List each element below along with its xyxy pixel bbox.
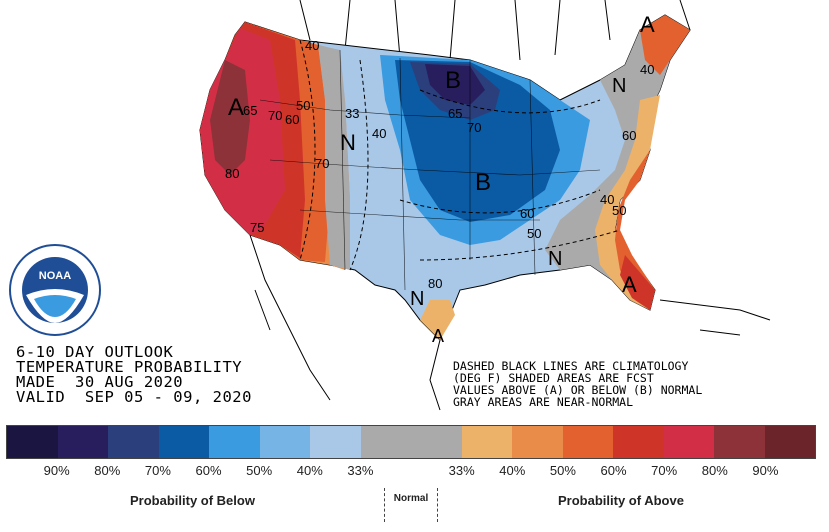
contour-label: 40 — [372, 126, 386, 141]
legend-tick-label: 80% — [701, 463, 728, 478]
contour-label: 40 — [600, 192, 614, 207]
legend-tick-label: 33% — [448, 463, 475, 478]
legend-tick-label: 50% — [549, 463, 576, 478]
label-A-ne: A — [640, 12, 655, 37]
legend-swatch — [562, 426, 613, 458]
legend-tick-label: 80% — [94, 463, 121, 478]
contour-label: 50 — [296, 98, 310, 113]
legend-swatch — [310, 426, 361, 458]
outlook-line-2: TEMPERATURE PROBABILITY — [16, 358, 243, 376]
legend-swatch — [158, 426, 209, 458]
contour-label: 33 — [345, 106, 359, 121]
legend-swatch — [613, 426, 664, 458]
legend-note: DASHED BLACK LINES ARE CLIMATOLOGY (DEG F… — [453, 360, 702, 408]
legend-swatch — [714, 426, 765, 458]
legend-swatch — [57, 426, 108, 458]
normal-caption: Normal — [384, 488, 438, 522]
outlook-line-4: VALID SEP 05 - 09, 2020 — [16, 388, 252, 406]
label-A-se: A — [622, 272, 637, 297]
outlook-title-block: 6-10 DAY OUTLOOK TEMPERATURE PROBABILITY M… — [16, 343, 252, 406]
legend-ticks: 90% 80% 70% 60% 50% 40% 33% 33% 40% 50% 60% 70% 80% 9… — [6, 463, 816, 479]
legend-note-line-2: (DEG F) SHADED AREAS ARE FCST — [453, 371, 654, 385]
label-A-tx: A — [432, 326, 444, 346]
contour-label: 80 — [428, 276, 442, 291]
contour-label: 40 — [305, 38, 319, 53]
legend-color-bar — [6, 425, 816, 459]
legend-swatch — [461, 426, 512, 458]
legend-tick-label: 33% — [347, 463, 374, 478]
legend-swatch — [764, 426, 815, 458]
contour-label: 65 — [243, 103, 257, 118]
outlook-line-3: MADE 30 AUG 2020 — [16, 373, 184, 391]
label-B-north: B — [445, 67, 461, 94]
legend-swatch — [512, 426, 563, 458]
label-N-mountain: N — [340, 130, 356, 155]
legend-tick-label: 70% — [651, 463, 678, 478]
contour-label: 65 — [448, 106, 462, 121]
contour-label: 50 — [527, 226, 541, 241]
label-N-south: N — [548, 248, 562, 270]
contour-label: 60 — [520, 206, 534, 221]
legend-tick-label: 40% — [296, 463, 323, 478]
outlook-map: A A A A B B N N N N 40 65 70 60 50 80 70… — [199, 0, 771, 411]
contour-label: 75 — [250, 220, 264, 235]
above-caption: Probability of Above — [558, 493, 684, 508]
label-N-ne: N — [612, 75, 626, 97]
legend-tick-label: 70% — [144, 463, 171, 478]
contour-label: 70 — [467, 120, 481, 135]
legend-tick-label: 40% — [499, 463, 526, 478]
border-line — [299, 0, 311, 41]
label-B-central: B — [475, 169, 491, 196]
normal-caption-text: Normal — [393, 493, 429, 504]
contour-label: 60 — [622, 128, 636, 143]
legend-tick-label: 50% — [246, 463, 273, 478]
noaa-logo-text: NOAA — [39, 270, 71, 282]
outlook-line-1: 6-10 DAY OUTLOOK — [16, 343, 174, 361]
legend-note-line-4: GRAY AREAS ARE NEAR-NORMAL — [453, 395, 634, 409]
legend-tick-label: 60% — [600, 463, 627, 478]
contour-label: 70 — [268, 108, 282, 123]
legend-swatch — [259, 426, 310, 458]
legend-note-line-3: VALUES ABOVE (A) OR BELOW (B) NORMAL — [453, 383, 703, 397]
legend-swatch — [663, 426, 714, 458]
label-A-west: A — [228, 94, 244, 121]
contour-label: 70 — [315, 156, 329, 171]
below-caption: Probability of Below — [130, 493, 255, 508]
contour-label: 60 — [285, 112, 299, 127]
legend-tick-label: 90% — [752, 463, 779, 478]
noaa-seal-icon: NOAA — [8, 243, 102, 337]
legend-swatch — [7, 426, 58, 458]
legend-swatch — [209, 426, 260, 458]
contour-label: 40 — [640, 62, 654, 77]
legend-swatch — [108, 426, 159, 458]
contour-label: 50 — [612, 203, 626, 218]
legend-note-line-1: DASHED BLACK LINES ARE CLIMATOLOGY — [453, 359, 689, 373]
label-N-tx: N — [410, 288, 424, 310]
legend-tick-label: 60% — [195, 463, 222, 478]
legend-swatch — [411, 426, 462, 458]
contour-label: 80 — [225, 166, 239, 181]
legend-swatch — [360, 426, 411, 458]
legend-tick-label: 90% — [43, 463, 70, 478]
